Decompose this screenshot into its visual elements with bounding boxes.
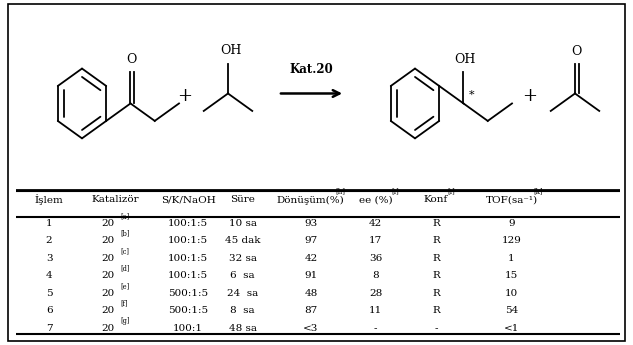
Text: 4: 4 (46, 272, 53, 280)
Text: İşlem: İşlem (35, 195, 63, 205)
Text: 24  sa: 24 sa (227, 289, 258, 298)
Text: R: R (432, 254, 440, 263)
Text: -: - (373, 324, 377, 333)
Text: 6: 6 (46, 306, 53, 315)
Text: [f]: [f] (120, 299, 128, 307)
Text: 11: 11 (369, 306, 382, 315)
Text: 45 dak: 45 dak (225, 236, 260, 245)
Text: 129: 129 (501, 236, 522, 245)
Text: 42: 42 (304, 254, 318, 263)
Text: [b]: [b] (120, 230, 130, 238)
Text: R: R (432, 219, 440, 228)
Text: 20: 20 (102, 254, 115, 263)
Text: 97: 97 (304, 236, 318, 245)
Text: O: O (127, 53, 137, 66)
Text: 8  sa: 8 sa (230, 306, 255, 315)
Text: ee (%): ee (%) (359, 196, 392, 205)
Text: TOF(sa⁻¹): TOF(sa⁻¹) (486, 196, 537, 205)
Text: OH: OH (220, 44, 242, 57)
Text: 100:1:5: 100:1:5 (168, 254, 208, 263)
Text: *: * (468, 90, 474, 100)
Text: 7: 7 (46, 324, 53, 333)
Text: 100:1: 100:1 (173, 324, 203, 333)
Text: 20: 20 (102, 236, 115, 245)
Text: +: + (177, 87, 192, 105)
Text: 10: 10 (505, 289, 518, 298)
Text: 15: 15 (505, 272, 518, 280)
Text: 500:1:5: 500:1:5 (168, 306, 208, 315)
Text: 1: 1 (46, 219, 53, 228)
Text: 20: 20 (102, 219, 115, 228)
Text: 100:1:5: 100:1:5 (168, 219, 208, 228)
Text: [i]: [i] (448, 187, 455, 195)
Text: 20: 20 (102, 289, 115, 298)
Text: 3: 3 (46, 254, 53, 263)
Text: Dönüşüm(%): Dönüşüm(%) (277, 195, 345, 205)
Text: 48 sa: 48 sa (229, 324, 256, 333)
Text: [k]: [k] (534, 187, 543, 195)
Text: R: R (432, 306, 440, 315)
Text: 5: 5 (46, 289, 53, 298)
Text: [h]: [h] (335, 187, 345, 195)
Text: R: R (432, 289, 440, 298)
Text: Katalizör: Katalizör (92, 196, 139, 205)
Text: 42: 42 (369, 219, 382, 228)
Text: +: + (522, 87, 537, 105)
Text: 32 sa: 32 sa (229, 254, 256, 263)
Text: 100:1:5: 100:1:5 (168, 236, 208, 245)
Text: <1: <1 (504, 324, 519, 333)
Text: 8: 8 (372, 272, 379, 280)
Text: R: R (432, 236, 440, 245)
Text: 10 sa: 10 sa (229, 219, 256, 228)
Text: 500:1:5: 500:1:5 (168, 289, 208, 298)
Text: [d]: [d] (120, 265, 130, 273)
Text: 6  sa: 6 sa (230, 272, 255, 280)
Text: O: O (571, 45, 581, 58)
Text: 87: 87 (304, 306, 318, 315)
Text: 91: 91 (304, 272, 318, 280)
Text: 20: 20 (102, 324, 115, 333)
Text: 2: 2 (46, 236, 53, 245)
Text: 20: 20 (102, 272, 115, 280)
Text: S/K/NaOH: S/K/NaOH (161, 196, 215, 205)
Text: [i]: [i] (391, 187, 399, 195)
Text: 54: 54 (505, 306, 518, 315)
Text: 93: 93 (304, 219, 318, 228)
Text: [e]: [e] (120, 282, 130, 290)
Text: [g]: [g] (120, 317, 130, 325)
Text: 36: 36 (369, 254, 382, 263)
Text: 28: 28 (369, 289, 382, 298)
Text: [c]: [c] (120, 247, 129, 255)
Text: 48: 48 (304, 289, 318, 298)
Text: R: R (432, 272, 440, 280)
Text: 20: 20 (102, 306, 115, 315)
Text: 9: 9 (508, 219, 515, 228)
Text: OH: OH (454, 53, 475, 66)
Text: 100:1:5: 100:1:5 (168, 272, 208, 280)
Text: Konf: Konf (424, 196, 448, 205)
Text: [a]: [a] (120, 212, 130, 220)
Text: Kat.20: Kat.20 (290, 63, 334, 76)
Text: <3: <3 (303, 324, 318, 333)
Text: 1: 1 (508, 254, 515, 263)
Text: -: - (434, 324, 437, 333)
Text: 17: 17 (369, 236, 382, 245)
Text: Süre: Süre (230, 196, 255, 205)
